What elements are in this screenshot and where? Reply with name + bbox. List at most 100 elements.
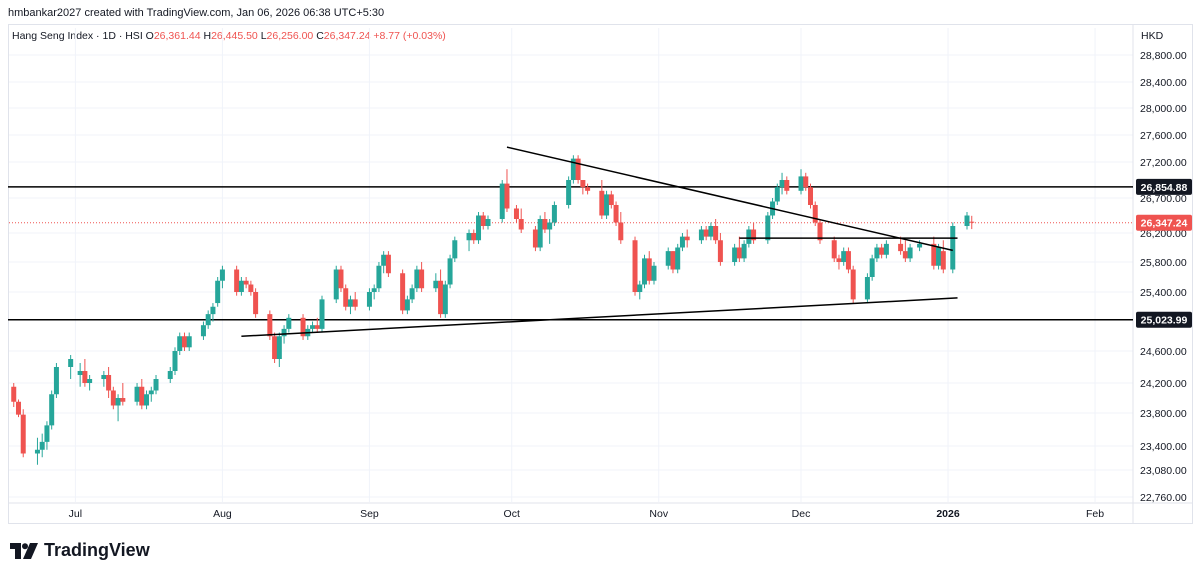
candle-body[interactable] xyxy=(845,251,851,270)
candle-body[interactable] xyxy=(698,229,704,241)
candle-body[interactable] xyxy=(347,299,353,307)
candle-body[interactable] xyxy=(433,280,439,289)
candle-body[interactable] xyxy=(902,251,908,259)
candle-body[interactable] xyxy=(774,187,780,202)
candle-body[interactable] xyxy=(400,273,406,311)
candle-body[interactable] xyxy=(883,243,889,255)
candle-body[interactable] xyxy=(907,247,913,259)
candle-body[interactable] xyxy=(20,414,26,454)
candle-body[interactable] xyxy=(585,187,591,191)
candle-body[interactable] xyxy=(499,183,505,219)
candle-body[interactable] xyxy=(869,258,875,277)
candle-body[interactable] xyxy=(708,226,714,237)
candle-body[interactable] xyxy=(177,336,183,351)
candle-body[interactable] xyxy=(186,336,192,348)
candle-body[interactable] xyxy=(537,219,543,248)
candle-body[interactable] xyxy=(385,254,391,274)
candle-body[interactable] xyxy=(917,243,923,248)
candle-body[interactable] xyxy=(850,269,856,300)
candle-body[interactable] xyxy=(637,284,643,293)
candle-body[interactable] xyxy=(314,325,320,329)
candle-body[interactable] xyxy=(841,251,847,262)
candle-body[interactable] xyxy=(134,386,140,402)
candle-body[interactable] xyxy=(575,158,581,180)
candle-body[interactable] xyxy=(732,247,738,263)
candle-body[interactable] xyxy=(144,394,150,406)
candle-body[interactable] xyxy=(940,251,946,270)
candle-body[interactable] xyxy=(452,240,458,259)
candle-body[interactable] xyxy=(570,158,576,180)
candle-body[interactable] xyxy=(243,280,249,285)
candle-body[interactable] xyxy=(551,205,557,223)
candle-body[interactable] xyxy=(608,194,614,205)
candle-body[interactable] xyxy=(741,243,747,259)
candle-body[interactable] xyxy=(632,240,638,292)
candle-body[interactable] xyxy=(200,325,206,337)
candle-body[interactable] xyxy=(376,265,382,289)
candle-body[interactable] xyxy=(343,288,349,307)
candle-body[interactable] xyxy=(366,292,372,307)
candle-body[interactable] xyxy=(779,180,785,188)
candle-body[interactable] xyxy=(352,299,358,307)
candle-body[interactable] xyxy=(447,258,453,285)
candle-body[interactable] xyxy=(746,229,752,244)
candle-body[interactable] xyxy=(181,336,187,348)
candle-body[interactable] xyxy=(518,219,524,230)
candle-body[interactable] xyxy=(713,226,719,241)
candle-body[interactable] xyxy=(319,299,325,329)
candle-body[interactable] xyxy=(613,205,619,223)
candle-body[interactable] xyxy=(34,449,40,454)
candle-body[interactable] xyxy=(874,247,880,259)
candle-body[interactable] xyxy=(253,292,259,315)
candle-body[interactable] xyxy=(101,375,107,379)
candle-body[interactable] xyxy=(803,176,809,188)
candle-body[interactable] xyxy=(864,277,870,300)
candle-body[interactable] xyxy=(898,243,904,252)
candle-body[interactable] xyxy=(120,398,126,402)
candle-body[interactable] xyxy=(15,401,21,415)
candle-body[interactable] xyxy=(618,222,624,241)
candle-body[interactable] xyxy=(82,371,88,383)
candle-body[interactable] xyxy=(717,240,723,262)
candle-body[interactable] xyxy=(272,336,278,359)
candle-body[interactable] xyxy=(812,205,818,223)
candle-body[interactable] xyxy=(205,314,211,326)
candle-body[interactable] xyxy=(381,254,387,266)
candle-body[interactable] xyxy=(566,180,572,205)
symbol-label[interactable]: Hang Seng Index · 1D · HSI xyxy=(12,30,143,42)
candle-body[interactable] xyxy=(39,441,45,450)
candle-body[interactable] xyxy=(936,247,942,266)
candle-body[interactable] xyxy=(414,269,420,289)
candle-body[interactable] xyxy=(670,251,676,270)
candle-body[interactable] xyxy=(485,219,491,226)
candle-body[interactable] xyxy=(338,269,344,289)
candle-body[interactable] xyxy=(11,386,17,402)
candle-body[interactable] xyxy=(703,229,709,237)
candle-body[interactable] xyxy=(504,183,510,209)
candle-body[interactable] xyxy=(684,236,690,241)
candle-body[interactable] xyxy=(215,280,221,304)
candle-body[interactable] xyxy=(642,258,648,285)
candle-body[interactable] xyxy=(969,221,975,223)
candle-body[interactable] xyxy=(542,219,548,230)
candle-body[interactable] xyxy=(110,390,116,406)
candle-body[interactable] xyxy=(831,240,837,259)
candle-body[interactable] xyxy=(167,371,173,379)
candle-body[interactable] xyxy=(115,398,121,406)
candle-body[interactable] xyxy=(148,390,154,395)
candle-body[interactable] xyxy=(248,284,254,293)
candle-body[interactable] xyxy=(675,247,681,270)
candle-body[interactable] xyxy=(49,394,55,426)
candle-body[interactable] xyxy=(604,194,610,216)
candle-body[interactable] xyxy=(281,328,287,337)
candle-body[interactable] xyxy=(817,222,823,241)
candle-body[interactable] xyxy=(53,367,59,395)
candle-body[interactable] xyxy=(646,258,652,281)
candle-body[interactable] xyxy=(964,215,970,227)
candle-body[interactable] xyxy=(931,243,937,266)
candle-body[interactable] xyxy=(300,317,306,337)
candle-body[interactable] xyxy=(267,314,273,337)
candle-body[interactable] xyxy=(513,208,519,220)
candle-body[interactable] xyxy=(371,288,377,292)
